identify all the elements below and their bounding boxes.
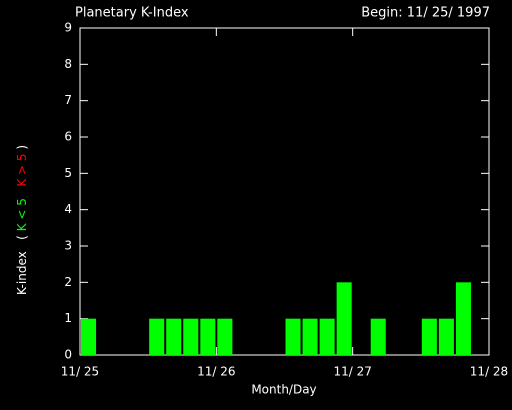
y-tick-label: 6 bbox=[64, 130, 72, 144]
bar bbox=[302, 318, 318, 355]
y-label-open: ( bbox=[15, 235, 29, 240]
x-tick-label: 11/ 27 bbox=[333, 365, 371, 379]
bar bbox=[438, 318, 454, 355]
bar bbox=[183, 318, 199, 355]
x-tick-label: 11/ 28 bbox=[470, 365, 508, 379]
chart-subtitle: Begin: 11/ 25/ 1997 bbox=[361, 6, 490, 21]
bar bbox=[200, 318, 216, 355]
bar bbox=[319, 318, 335, 355]
bar bbox=[336, 282, 352, 355]
y-label-name: K-index bbox=[15, 251, 29, 295]
y-tick-label: 3 bbox=[64, 239, 72, 253]
plot-frame bbox=[79, 27, 490, 356]
bar bbox=[149, 318, 165, 355]
bar bbox=[421, 318, 437, 355]
bar bbox=[370, 318, 386, 355]
bar bbox=[285, 318, 301, 355]
y-label-close: ) bbox=[15, 145, 29, 150]
y-tick-label: 0 bbox=[64, 348, 72, 362]
bar bbox=[81, 318, 97, 355]
bar bbox=[166, 318, 182, 355]
chart-title: Planetary K-Index bbox=[75, 6, 189, 21]
x-tick-label: 11/ 26 bbox=[197, 365, 235, 379]
bar bbox=[455, 282, 471, 355]
x-axis-label: Month/Day bbox=[251, 383, 316, 397]
y-tick-label: 9 bbox=[64, 21, 72, 35]
y-tick-label: 4 bbox=[64, 202, 72, 216]
bar bbox=[217, 318, 233, 355]
y-axis-label: K-index ( K < 5 K > 5 ) bbox=[15, 145, 29, 295]
x-tick-label: 11/ 25 bbox=[61, 365, 99, 379]
y-label-low: K < 5 bbox=[15, 198, 29, 231]
y-label-high: K > 5 bbox=[15, 153, 29, 186]
y-tick-label: 5 bbox=[64, 166, 72, 180]
y-tick-label: 8 bbox=[64, 57, 72, 71]
y-tick-label: 7 bbox=[64, 93, 72, 107]
y-tick-label: 2 bbox=[64, 275, 72, 289]
y-tick-label: 1 bbox=[64, 311, 72, 325]
